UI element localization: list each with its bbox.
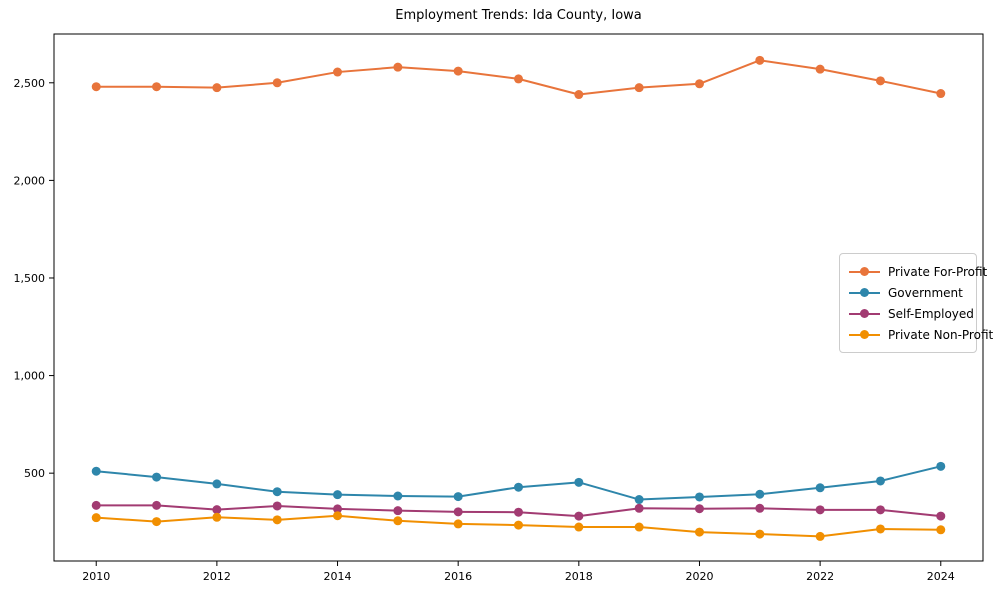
x-tick-label: 2016 — [444, 570, 472, 583]
data-point-private-non-profit-2010 — [91, 513, 101, 523]
x-tick-label: 2014 — [324, 570, 352, 583]
legend-marker-icon — [849, 288, 880, 297]
data-point-self-employed-2011 — [152, 500, 162, 510]
data-point-private-for-profit-2011 — [152, 82, 162, 92]
legend-marker-icon — [849, 267, 880, 276]
legend-label: Private Non-Profit — [888, 327, 994, 342]
legend-marker-icon — [849, 330, 880, 339]
data-point-private-for-profit-2019 — [634, 83, 644, 93]
data-point-private-non-profit-2024 — [936, 525, 946, 535]
data-point-self-employed-2013 — [272, 501, 282, 511]
data-point-government-2019 — [634, 495, 644, 505]
y-tick-label: 2,000 — [14, 174, 46, 187]
data-point-private-non-profit-2013 — [272, 515, 282, 525]
legend-item-private-non-profit: Private Non-Profit — [849, 324, 993, 345]
data-point-private-for-profit-2016 — [453, 66, 463, 76]
y-tick-label: 1,000 — [14, 370, 46, 383]
data-point-private-non-profit-2020 — [694, 527, 704, 537]
legend-label: Private For-Profit — [888, 264, 988, 279]
data-point-government-2011 — [152, 472, 162, 482]
data-point-government-2022 — [815, 483, 825, 493]
data-point-self-employed-2015 — [393, 506, 403, 516]
data-point-government-2024 — [936, 461, 946, 471]
axes-frame — [53, 33, 984, 562]
data-point-self-employed-2019 — [634, 503, 644, 513]
data-point-private-non-profit-2023 — [875, 524, 885, 534]
data-point-private-non-profit-2017 — [514, 520, 523, 530]
data-point-self-employed-2020 — [694, 504, 704, 514]
data-point-self-employed-2021 — [755, 503, 765, 513]
data-point-self-employed-2016 — [453, 507, 463, 517]
data-point-private-for-profit-2021 — [755, 55, 765, 65]
x-tick-label: 2010 — [82, 570, 110, 583]
data-point-private-non-profit-2019 — [634, 522, 644, 532]
legend-item-private-for-profit: Private For-Profit — [849, 261, 987, 282]
data-point-government-2013 — [272, 487, 282, 497]
data-point-private-for-profit-2015 — [393, 62, 403, 72]
y-tick-label: 500 — [24, 467, 45, 480]
legend-marker-icon — [849, 309, 880, 318]
data-point-government-2015 — [393, 491, 403, 501]
data-point-government-2012 — [212, 479, 222, 489]
data-point-private-non-profit-2011 — [152, 517, 162, 527]
x-tick-label: 2020 — [685, 570, 713, 583]
y-tick-label: 2,500 — [14, 77, 46, 90]
data-point-private-for-profit-2010 — [91, 82, 101, 92]
data-point-government-2020 — [694, 492, 704, 502]
data-point-government-2017 — [514, 482, 523, 492]
legend-label: Self-Employed — [888, 306, 974, 321]
data-point-private-for-profit-2014 — [333, 67, 343, 77]
data-point-self-employed-2024 — [936, 511, 946, 521]
data-point-private-for-profit-2024 — [936, 89, 946, 99]
data-point-self-employed-2012 — [212, 505, 222, 515]
data-point-private-non-profit-2014 — [333, 511, 343, 521]
x-tick-label: 2024 — [927, 570, 955, 583]
data-point-government-2014 — [333, 490, 343, 500]
data-point-self-employed-2010 — [91, 500, 101, 510]
data-point-government-2021 — [755, 489, 765, 499]
legend-item-self-employed: Self-Employed — [849, 303, 974, 324]
data-point-private-non-profit-2012 — [212, 512, 222, 522]
x-tick-label: 2022 — [806, 570, 834, 583]
legend: Private For-Profit Government Self-Employe… — [839, 253, 993, 353]
data-point-self-employed-2022 — [815, 505, 825, 515]
data-point-government-2010 — [91, 466, 101, 476]
data-point-private-for-profit-2023 — [875, 76, 885, 86]
x-tick-label: 2012 — [203, 570, 231, 583]
data-point-government-2018 — [574, 477, 584, 487]
data-point-self-employed-2014 — [333, 504, 343, 514]
legend-label: Government — [888, 285, 963, 300]
data-point-private-for-profit-2018 — [574, 90, 584, 100]
data-point-private-non-profit-2016 — [453, 519, 463, 529]
data-point-private-for-profit-2012 — [212, 83, 222, 93]
data-point-private-non-profit-2022 — [815, 531, 825, 541]
data-point-private-non-profit-2015 — [393, 516, 403, 526]
data-point-private-for-profit-2022 — [815, 64, 825, 74]
chart-title: Employment Trends: Ida County, Iowa — [395, 8, 642, 23]
data-point-government-2023 — [875, 476, 885, 486]
legend-item-government: Government — [849, 282, 968, 303]
x-tick-label: 2018 — [565, 570, 593, 583]
data-point-private-non-profit-2021 — [755, 529, 765, 539]
data-point-government-2016 — [453, 492, 463, 502]
data-point-private-for-profit-2020 — [694, 79, 704, 89]
data-point-self-employed-2018 — [574, 511, 584, 521]
data-point-self-employed-2017 — [514, 507, 523, 517]
data-point-private-for-profit-2013 — [272, 78, 282, 88]
data-point-self-employed-2023 — [875, 505, 885, 515]
data-point-private-for-profit-2017 — [514, 74, 523, 84]
y-tick-label: 1,500 — [14, 272, 46, 285]
data-point-private-non-profit-2018 — [574, 522, 584, 532]
